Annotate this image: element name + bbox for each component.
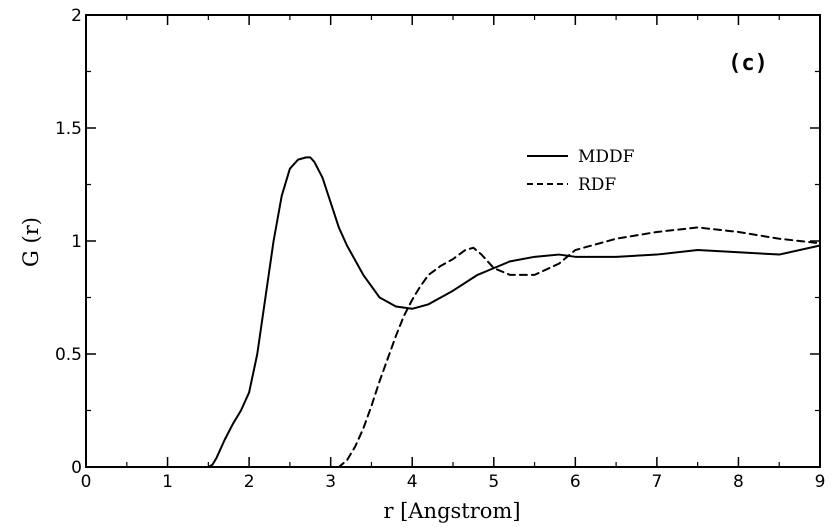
x-tick-label: 3	[325, 472, 336, 492]
y-tick-label: 2	[71, 6, 82, 26]
series-line-rdf	[85, 226, 821, 468]
x-axis-label: r [Angstrom]	[383, 499, 520, 523]
legend-label-mddf: MDDF	[578, 147, 635, 167]
x-tick-label: 1	[162, 472, 173, 492]
axis-ticks: 0 1 2 3 4 5 6 7 8 9 0 0.5 1 1.5 2	[55, 6, 825, 492]
x-tick-label: 8	[733, 472, 744, 492]
legend-label-rdf: RDF	[578, 175, 616, 195]
x-tick-label: 0	[81, 472, 92, 492]
panel-label: (c)	[728, 51, 768, 76]
x-tick-label: 9	[815, 472, 826, 492]
x-tick-label: 4	[407, 472, 418, 492]
series-layer	[85, 156, 821, 468]
y-tick-label: 0	[71, 458, 82, 478]
x-tick-label: 6	[570, 472, 581, 492]
y-tick-label: 1.5	[55, 119, 82, 139]
y-tick-label: 0.5	[55, 345, 82, 365]
y-axis-label: G (r)	[19, 217, 43, 267]
y-tick-label: 1	[71, 232, 82, 252]
x-tick-label: 5	[488, 472, 499, 492]
x-tick-label: 2	[244, 472, 255, 492]
series-line-mddf	[85, 156, 821, 468]
legend: MDDF RDF	[527, 147, 635, 195]
x-tick-label: 7	[651, 472, 662, 492]
plot-frame	[85, 14, 821, 468]
